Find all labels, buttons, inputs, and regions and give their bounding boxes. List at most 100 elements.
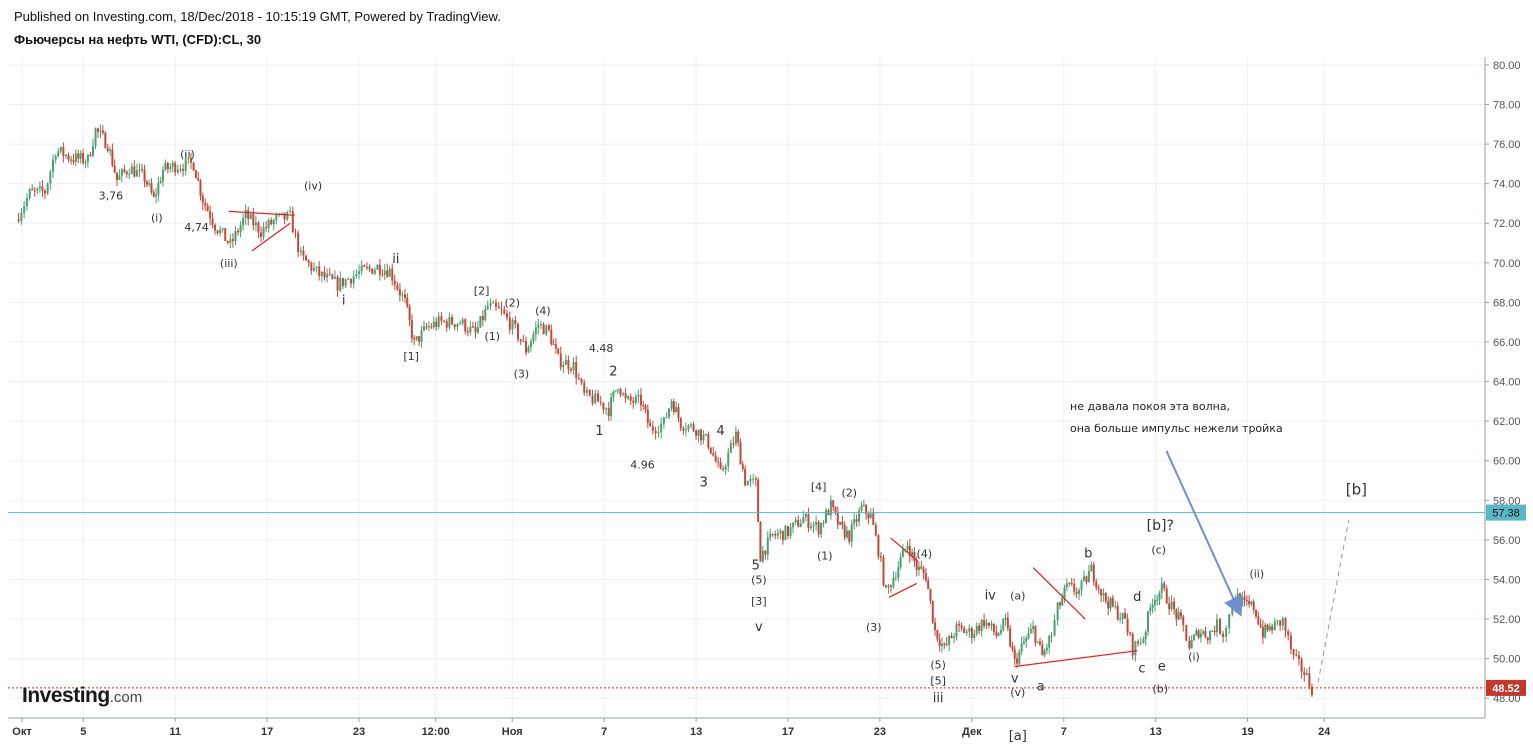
candle-body bbox=[1111, 597, 1114, 607]
candle-body bbox=[955, 623, 958, 637]
candle-body bbox=[138, 169, 141, 171]
candle-body bbox=[539, 324, 542, 326]
candle-body bbox=[845, 530, 848, 538]
candle-body bbox=[393, 280, 396, 285]
wave-label: (5) bbox=[751, 573, 767, 586]
candle-body bbox=[211, 218, 214, 225]
x-tick-label: 23 bbox=[874, 726, 886, 738]
wave-label: iii bbox=[933, 691, 944, 706]
candle-body bbox=[489, 303, 492, 306]
candle-body bbox=[938, 639, 941, 646]
candle-body bbox=[1206, 637, 1209, 641]
candle-body bbox=[326, 273, 329, 278]
candle-body bbox=[331, 274, 334, 279]
candle-body bbox=[511, 319, 514, 330]
candle-body bbox=[96, 128, 99, 132]
candle-body bbox=[410, 320, 413, 339]
candle-body bbox=[86, 154, 89, 162]
wave-label: (3) bbox=[514, 368, 530, 381]
candle-body bbox=[727, 452, 730, 467]
candle-body bbox=[660, 423, 663, 433]
candle-body bbox=[1163, 583, 1166, 589]
candle-body bbox=[815, 521, 818, 525]
candle-body bbox=[464, 319, 467, 332]
wave-label: (c) bbox=[1151, 544, 1166, 557]
candle-body bbox=[1016, 658, 1019, 664]
candle-body bbox=[754, 478, 757, 480]
candle-body bbox=[500, 308, 503, 310]
candle-body bbox=[115, 172, 118, 180]
wave-label: (b) bbox=[1152, 682, 1168, 695]
candle-body bbox=[481, 316, 484, 321]
candle-body bbox=[420, 330, 423, 342]
trendline bbox=[251, 222, 291, 252]
candle-body bbox=[514, 319, 517, 325]
wave-label: (i) bbox=[151, 211, 163, 224]
candle-body bbox=[249, 214, 252, 219]
candle-body bbox=[199, 180, 202, 196]
candle-body bbox=[471, 326, 474, 328]
candle-body bbox=[657, 432, 660, 434]
candle-body bbox=[1029, 628, 1032, 634]
candle-body bbox=[924, 573, 927, 581]
candle-body bbox=[283, 212, 286, 220]
y-tick-label: 76.00 bbox=[1493, 139, 1521, 151]
candle-body bbox=[1107, 601, 1110, 609]
projection-line bbox=[1317, 520, 1350, 683]
candle-body bbox=[1124, 612, 1127, 619]
candle-body bbox=[554, 344, 557, 349]
candle-body bbox=[619, 389, 622, 395]
candle-body bbox=[1276, 620, 1279, 622]
candle-body bbox=[106, 148, 109, 151]
candle-body bbox=[987, 622, 990, 626]
candle-body bbox=[689, 424, 692, 426]
candle-body bbox=[1190, 640, 1193, 649]
candle-body bbox=[1268, 626, 1271, 631]
y-tick-label: 78.00 bbox=[1493, 99, 1521, 111]
candle-body bbox=[672, 401, 675, 413]
candle-body bbox=[49, 171, 52, 184]
candle-body bbox=[1175, 609, 1178, 620]
candle-body bbox=[422, 326, 425, 331]
candle-body bbox=[328, 273, 331, 275]
candle-body bbox=[231, 239, 234, 241]
candle-body bbox=[297, 232, 300, 253]
candle-body bbox=[20, 213, 23, 222]
candle-body bbox=[607, 408, 610, 416]
candle-body bbox=[960, 625, 963, 628]
candle-body bbox=[265, 227, 268, 229]
candle-body bbox=[654, 430, 657, 434]
candle-body bbox=[829, 500, 832, 516]
candle-body bbox=[1004, 617, 1007, 620]
candle-body bbox=[1173, 601, 1176, 610]
candle-body bbox=[435, 321, 438, 327]
instrument-title: Фьючерсы на нефть WTI, (CFD):CL, 30 bbox=[14, 32, 262, 47]
candle-body bbox=[1177, 612, 1180, 620]
candle-body bbox=[995, 632, 998, 636]
wave-label: 4.96 bbox=[630, 459, 655, 472]
candle-body bbox=[1197, 630, 1200, 638]
candle-body bbox=[920, 566, 923, 569]
candle-body bbox=[38, 186, 41, 189]
candle-body bbox=[879, 556, 882, 558]
candle-body bbox=[702, 434, 705, 441]
candle-body bbox=[1131, 633, 1134, 656]
candle-body bbox=[744, 468, 747, 486]
x-tick-label: Окт bbox=[12, 726, 32, 738]
candle-body bbox=[1310, 686, 1313, 696]
candle-body bbox=[862, 504, 865, 506]
candle-body bbox=[448, 317, 451, 328]
candle-body bbox=[474, 327, 477, 333]
candle-body bbox=[642, 404, 645, 406]
candle-body bbox=[1068, 582, 1071, 584]
candle-body bbox=[682, 428, 685, 431]
candle-body bbox=[363, 265, 366, 267]
candle-body bbox=[975, 625, 978, 634]
published-info: Published on Investing.com, 18/Dec/2018 … bbox=[14, 9, 501, 24]
candle-body bbox=[72, 160, 75, 162]
y-tick-label: 74.00 bbox=[1493, 179, 1521, 191]
wave-label: (4) bbox=[535, 304, 551, 317]
candle-body bbox=[953, 636, 956, 639]
candle-body bbox=[64, 155, 67, 157]
